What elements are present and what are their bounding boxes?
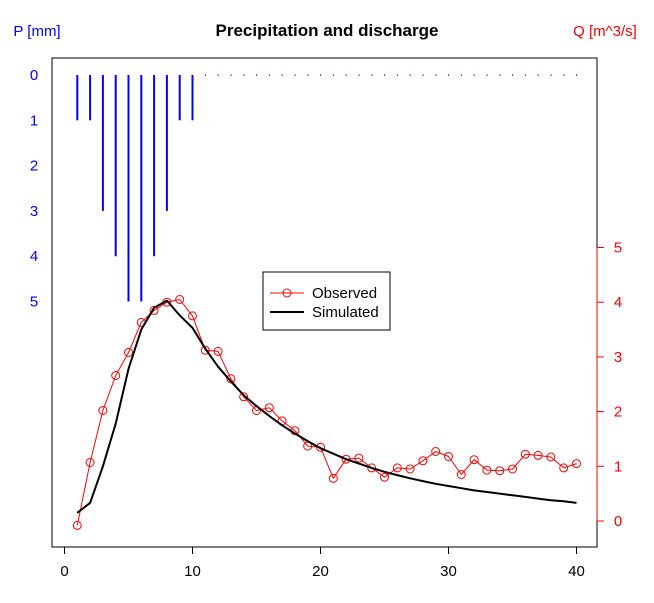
observed-point xyxy=(72,520,82,530)
x-axis: 0 10 20 30 40 xyxy=(60,546,585,580)
chart-title: Precipitation and discharge xyxy=(216,21,439,40)
discharge-tick-label: 0 xyxy=(614,513,622,530)
observed-point xyxy=(367,463,377,473)
observed-point xyxy=(341,454,351,464)
legend-simulated-label: Simulated xyxy=(312,304,379,321)
x-tick-label: 10 xyxy=(184,563,201,580)
x-tick-label: 40 xyxy=(568,563,585,580)
precip-bar xyxy=(524,74,526,76)
precip-tick-label: 2 xyxy=(30,158,38,175)
legend-box xyxy=(262,271,391,331)
precip-bar xyxy=(217,74,219,76)
observed-point xyxy=(572,459,581,469)
precip-bar xyxy=(499,74,501,76)
observed-point xyxy=(533,450,543,460)
observed-point xyxy=(559,463,569,473)
observed-point xyxy=(354,453,364,463)
discharge-tick-label: 3 xyxy=(614,349,622,366)
precip-bar xyxy=(371,74,373,76)
precip-bar xyxy=(448,74,450,76)
legend: Observed Simulated xyxy=(262,271,391,331)
simulated-series-line xyxy=(76,299,577,514)
observed-series-line xyxy=(76,299,577,526)
precip-tick-label: 3 xyxy=(30,203,38,220)
observed-point xyxy=(418,456,428,466)
precip-bar xyxy=(332,74,334,76)
precip-bar xyxy=(268,74,270,76)
x-tick-label: 30 xyxy=(440,563,457,580)
observed-point xyxy=(508,464,517,474)
precip-bar xyxy=(512,74,514,76)
discharge-tick-label: 4 xyxy=(614,294,622,311)
precipitation-axis: 0 1 2 3 4 5 xyxy=(30,67,38,311)
observed-point xyxy=(392,463,402,473)
precip-bar xyxy=(550,74,552,76)
precip-axis-label: P [mm] xyxy=(13,23,60,40)
precip-bar xyxy=(563,74,565,76)
precip-bar xyxy=(460,74,462,76)
observed-point xyxy=(149,305,159,315)
observed-point xyxy=(85,458,95,467)
observed-point xyxy=(444,452,453,461)
discharge-tick-label: 5 xyxy=(614,240,622,257)
x-tick-label: 20 xyxy=(312,563,329,580)
precip-bar xyxy=(358,74,360,76)
observed-point xyxy=(175,295,185,304)
observed-point xyxy=(328,473,338,483)
discharge-tick-label: 2 xyxy=(614,404,622,421)
precip-bar xyxy=(256,74,258,76)
legend-observed-marker xyxy=(282,288,292,298)
precip-bar xyxy=(345,74,347,76)
precip-bar xyxy=(486,74,488,76)
precip-bar xyxy=(576,74,578,76)
discharge-axis: 0 1 2 3 4 5 xyxy=(596,240,622,530)
observed-point xyxy=(405,464,415,474)
precip-bar xyxy=(384,74,386,76)
precip-bar xyxy=(281,74,283,76)
discharge-axis-label: Q [m^3/s] xyxy=(573,23,637,40)
discharge-tick-label: 1 xyxy=(614,458,622,475)
precip-bar xyxy=(396,74,398,76)
precip-bar xyxy=(422,74,424,76)
observed-point xyxy=(520,449,530,459)
precip-tick-label: 0 xyxy=(30,67,38,84)
precip-bar xyxy=(243,74,245,76)
observed-point xyxy=(316,442,325,452)
observed-point xyxy=(469,455,479,465)
observed-point xyxy=(111,371,121,380)
observed-point xyxy=(431,447,441,456)
precip-bar xyxy=(204,74,206,76)
observed-point xyxy=(213,346,223,356)
precip-bar xyxy=(230,74,232,76)
precipitation-bars xyxy=(76,74,578,302)
observed-point xyxy=(98,406,108,415)
observed-point xyxy=(124,348,133,357)
observed-point xyxy=(239,392,249,402)
observed-point xyxy=(380,472,389,482)
precip-bar xyxy=(320,74,322,76)
observed-point xyxy=(264,403,274,413)
x-tick-label: 0 xyxy=(60,563,68,580)
observed-point xyxy=(188,311,197,321)
precip-tick-label: 4 xyxy=(30,248,38,265)
observed-point xyxy=(456,470,466,479)
precip-bar xyxy=(473,74,475,76)
precip-bar xyxy=(435,74,437,76)
observed-point xyxy=(200,345,210,355)
observed-point xyxy=(546,452,556,462)
precip-bar xyxy=(409,74,411,76)
precip-tick-label: 1 xyxy=(30,112,38,129)
precip-bar xyxy=(294,74,296,76)
observed-point xyxy=(495,466,505,476)
precip-tick-label: 5 xyxy=(30,294,38,311)
legend-observed-label: Observed xyxy=(312,285,377,302)
precip-bar xyxy=(307,74,309,76)
series-layer xyxy=(72,295,581,530)
observed-point xyxy=(482,465,492,475)
precip-bar xyxy=(537,74,539,76)
